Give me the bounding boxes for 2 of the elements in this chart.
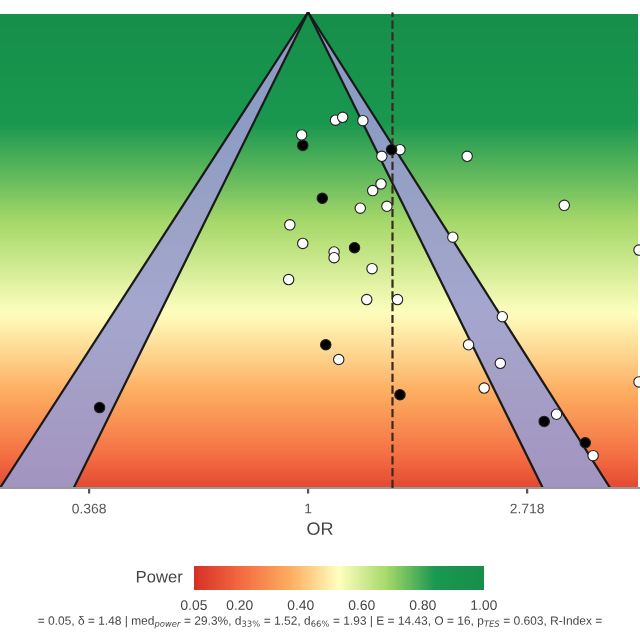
color-bar-title: Power xyxy=(136,570,183,583)
x-axis-title: OR xyxy=(307,522,333,536)
